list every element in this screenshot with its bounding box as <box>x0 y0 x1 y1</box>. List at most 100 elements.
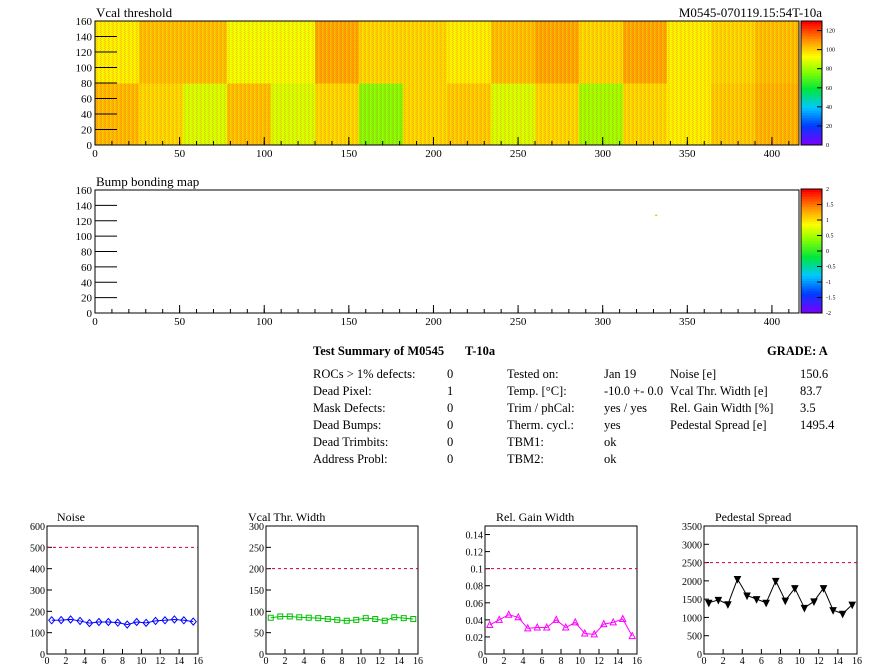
threshold-y-tick-label: 80 <box>81 78 93 90</box>
bump-palette-label: -1 <box>826 280 831 286</box>
defect-label: Dead Trimbits: <box>313 435 389 449</box>
trend-data-point <box>161 616 169 625</box>
threshold-palette-band <box>801 105 822 109</box>
threshold-palette-label: 80 <box>826 67 832 73</box>
trend-y-tick-label: 3500 <box>682 522 702 533</box>
bump-x-tick-label: 0 <box>92 316 98 328</box>
bump-palette-band <box>801 218 822 222</box>
threshold-palette-band <box>801 97 822 101</box>
threshold-palette-band <box>801 110 822 114</box>
result-value: 83.7 <box>800 384 822 398</box>
trend-data-point <box>561 622 570 631</box>
trend-x-tick-label: 4 <box>302 656 307 667</box>
trend-x-tick-label: 8 <box>559 656 564 667</box>
threshold-palette-band <box>801 125 822 129</box>
trend-x-tick-label: 4 <box>740 656 745 667</box>
bump-x-tick-label: 400 <box>764 316 781 328</box>
threshold-palette-band <box>801 73 822 76</box>
bump-palette-band <box>801 191 822 195</box>
summary-grade: GRADE: A <box>767 344 828 358</box>
trend-data-point <box>838 610 847 619</box>
bump-palette-band <box>801 221 822 225</box>
trend-y-tick-label: 0.1 <box>471 565 484 576</box>
bump-palette-band <box>801 216 822 220</box>
trend-plot-frame <box>46 525 199 655</box>
vcal-threshold-title: Vcal threshold <box>96 5 173 20</box>
threshold-palette-band <box>801 58 822 62</box>
trend-data-point <box>76 616 84 626</box>
trend-x-tick-label: 4 <box>82 656 87 667</box>
threshold-palette-band <box>801 120 822 124</box>
trend-y-tick-label: 0.12 <box>466 548 484 559</box>
threshold-palette-band <box>801 122 822 126</box>
bump-bonding-map: Bump bonding map 0 50 100 150 200 250 300 350 40… <box>76 174 836 328</box>
trend-x-tick-label: 16 <box>632 656 642 667</box>
vcal-threshold-map: Vcal threshold M0545-070119.15:54T-10a 0… <box>76 5 836 160</box>
trend-y-tick-label: 2000 <box>682 577 702 588</box>
bump-map-title: Bump bonding map <box>96 174 199 189</box>
trend-data-point <box>819 585 828 593</box>
bump-palette-band <box>801 300 822 304</box>
bump-palette-band <box>801 298 822 301</box>
trend-data-point <box>533 622 542 631</box>
trend-y-tick-label: 1500 <box>682 595 702 606</box>
trend-data-point <box>334 616 341 623</box>
trend-y-tick-label: 200 <box>249 565 264 576</box>
threshold-palette-band <box>801 23 822 27</box>
trend-data-point <box>733 576 742 584</box>
threshold-palette-band <box>801 53 822 57</box>
trend-data-point <box>743 592 751 601</box>
threshold-palette-label: 0 <box>826 143 829 149</box>
bump-palette-band <box>801 196 822 200</box>
trend-x-tick-label: 8 <box>340 656 345 667</box>
trend-y-tick-label: 0 <box>259 650 264 661</box>
bump-palette-band <box>801 255 822 259</box>
trend-x-tick-label: 14 <box>394 656 404 667</box>
bump-palette-band <box>801 248 822 252</box>
bump-palette-band <box>801 258 822 262</box>
threshold-palette-band <box>801 38 822 42</box>
defect-value: 0 <box>447 367 454 381</box>
trend-x-tick-label: 8 <box>778 656 783 667</box>
trend-x-tick-label: 14 <box>174 656 184 667</box>
trend-y-tick-label: 150 <box>249 586 264 597</box>
trend-data-point <box>151 616 160 626</box>
trend-x-tick-label: 2 <box>721 656 726 667</box>
bump-palette-band <box>801 246 822 249</box>
trend-data-point <box>590 629 599 638</box>
bump-palette-band <box>801 201 822 205</box>
bump-y-tick-label: 100 <box>76 231 93 243</box>
trend-data-point <box>771 577 780 586</box>
bump-palette-band <box>801 243 822 247</box>
trend-x-tick-label: 0 <box>483 656 488 667</box>
bump-palette-band <box>801 285 822 289</box>
trend-data-point <box>810 598 818 606</box>
threshold-palette-band <box>801 45 822 49</box>
bump-x-tick-label: 300 <box>594 316 611 328</box>
bump-palette-band <box>801 290 822 294</box>
trend-data-point <box>391 614 398 621</box>
trend-plot-title: Rel. Gain Width <box>496 510 574 524</box>
threshold-palette-band <box>801 95 822 99</box>
bump-palette-band <box>801 241 822 244</box>
threshold-x-tick-label: 350 <box>679 148 696 160</box>
bump-palette-band <box>801 208 822 212</box>
threshold-palette-band <box>801 40 822 44</box>
trend-x-tick-label: 14 <box>613 656 623 667</box>
threshold-y-tick-label: 0 <box>87 140 93 152</box>
bump-y-tick-label: 20 <box>81 293 93 305</box>
defect-value: 0 <box>447 401 454 415</box>
bump-palette-band <box>801 228 822 232</box>
trend-series-line <box>708 577 853 615</box>
threshold-x-tick-label: 250 <box>510 148 527 160</box>
trend-data-point <box>189 617 197 626</box>
bump-palette-band <box>801 253 822 257</box>
threshold-palette-band <box>801 83 822 86</box>
trend-x-tick-label: 0 <box>702 656 707 667</box>
trend-y-tick-label: 0 <box>40 650 45 661</box>
condition-label: TBM2: <box>507 452 544 466</box>
trend-plot: Vcal Thr. Width 0 50 100 150 200 250 300 0 2 4 6 8 10… <box>248 510 423 667</box>
trend-x-tick-label: 8 <box>120 656 125 667</box>
threshold-palette-band <box>801 115 822 119</box>
trend-data-point <box>362 615 369 622</box>
